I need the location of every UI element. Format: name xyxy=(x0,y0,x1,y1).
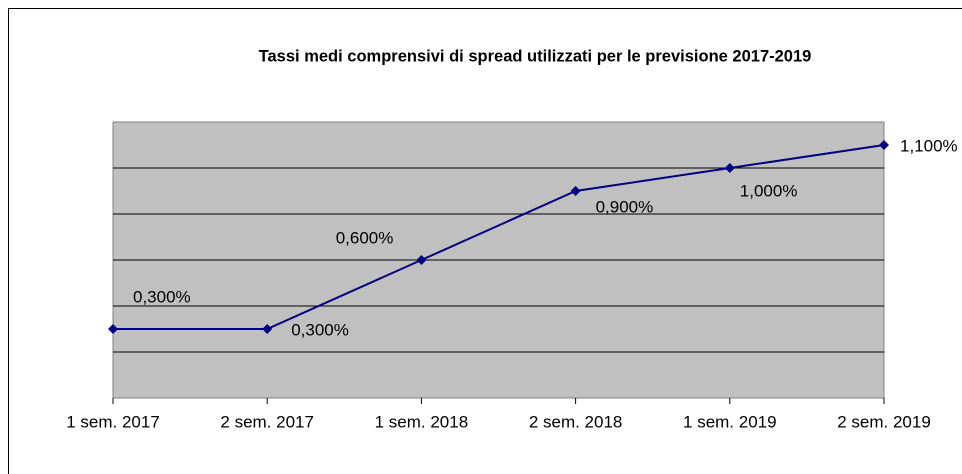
x-tick-label: 2 sem. 2018 xyxy=(529,412,623,431)
frame xyxy=(8,8,962,474)
x-tick-label: 1 sem. 2018 xyxy=(375,412,469,431)
x-tick-label: 1 sem. 2019 xyxy=(683,412,777,431)
x-tick-label: 1 sem. 2017 xyxy=(66,412,160,431)
data-label: 1,100% xyxy=(900,136,958,155)
data-label: 0,600% xyxy=(336,228,394,247)
data-label: 0,300% xyxy=(291,320,349,339)
marker xyxy=(879,140,889,150)
marker xyxy=(570,186,581,196)
marker xyxy=(108,324,118,334)
data-label: 0,300% xyxy=(133,287,191,306)
x-tick-label: 2 sem. 2017 xyxy=(220,412,314,431)
marker xyxy=(262,324,273,334)
data-label: 1,000% xyxy=(740,181,798,200)
marker xyxy=(724,163,735,173)
marker xyxy=(416,255,427,265)
line xyxy=(113,144,885,330)
chart-title: Tassi medi comprensivi di spread utilizz… xyxy=(259,47,812,65)
x-tick-label: 2 sem. 2019 xyxy=(837,412,931,431)
data-label: 0,900% xyxy=(596,197,654,216)
